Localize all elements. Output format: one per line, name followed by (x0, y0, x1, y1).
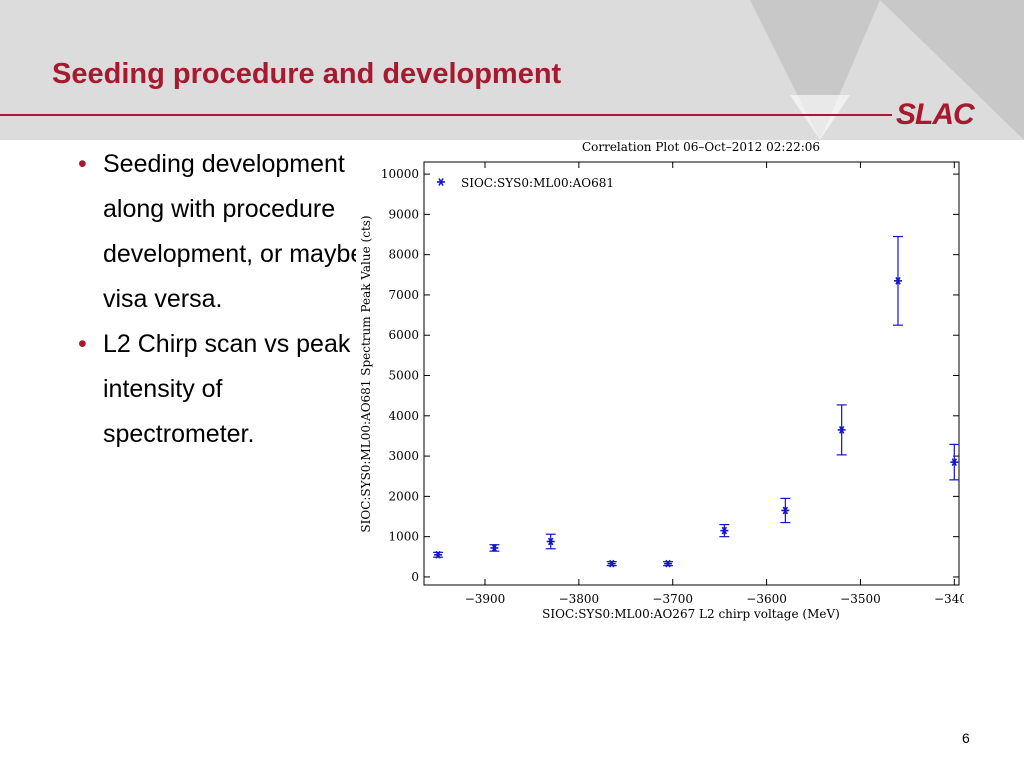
data-point (664, 559, 673, 568)
data-point (434, 550, 443, 559)
data-point-stroke (665, 559, 671, 568)
correlation-plot: Correlation Plot 06–Oct–2012 02:22:06 SI… (356, 140, 975, 625)
data-point-stroke (895, 276, 901, 285)
data-point-stroke (951, 458, 957, 466)
data-point-stroke (491, 544, 498, 552)
plot-frame (423, 161, 960, 586)
data-point (546, 537, 555, 546)
chart-title: Correlation Plot 06–Oct–2012 02:22:06 (582, 140, 820, 154)
x-tick-label: −3900 (465, 592, 506, 606)
data-point-stroke (838, 426, 845, 434)
y-tick-label: 8000 (388, 248, 419, 262)
bullet-list: Seeding development along with procedure… (78, 142, 378, 457)
y-axis-label: SIOC:SYS0:ML00:AO681 Spectrum Peak Value… (359, 215, 373, 532)
legend-label: SIOC:SYS0:ML00:AO681 (461, 176, 614, 190)
slide-header (0, 0, 1024, 140)
data-point-stroke (609, 559, 615, 568)
bullet-item: Seeding development along with procedure… (78, 142, 378, 322)
bullet-item: L2 Chirp scan vs peak intensity of spect… (78, 322, 378, 457)
y-tick-label: 10000 (381, 167, 419, 181)
header-decoration (750, 0, 1024, 140)
data-point (893, 276, 902, 285)
y-tick-label: 3000 (388, 449, 419, 463)
y-tick-label: 7000 (388, 288, 419, 302)
data-point-stroke (782, 506, 789, 515)
y-tick-label: 6000 (388, 328, 419, 342)
x-tick-label: −3600 (746, 592, 787, 606)
y-tick-label: 9000 (388, 207, 419, 221)
data-point (490, 544, 499, 552)
y-tick-label: 4000 (388, 409, 419, 423)
slide-title: Seeding procedure and development (52, 58, 562, 90)
slac-logo: SLAC (896, 98, 975, 131)
data-point (781, 506, 790, 515)
legend-marker (437, 178, 445, 186)
title-rule (0, 114, 892, 116)
data-point-stroke (438, 178, 444, 186)
data-point-stroke (548, 537, 554, 546)
data-point (607, 559, 616, 568)
data-point (837, 426, 846, 434)
x-tick-label: −3800 (559, 592, 600, 606)
data-point-stroke (435, 550, 441, 559)
y-tick-label: 0 (411, 570, 419, 584)
data-point (950, 458, 959, 466)
x-tick-label: −3500 (840, 592, 881, 606)
x-tick-label: −3700 (652, 592, 693, 606)
data-point (720, 526, 729, 535)
y-tick-label: 2000 (388, 489, 419, 503)
page-number: 6 (962, 730, 970, 746)
chart-svg: Correlation Plot 06–Oct–2012 02:22:06 SI… (359, 140, 975, 621)
y-tick-label: 1000 (388, 530, 419, 544)
y-tick-label: 5000 (388, 369, 419, 383)
x-axis-label: SIOC:SYS0:ML00:AO267 L2 chirp voltage (M… (542, 607, 840, 621)
data-point-stroke (721, 526, 728, 535)
